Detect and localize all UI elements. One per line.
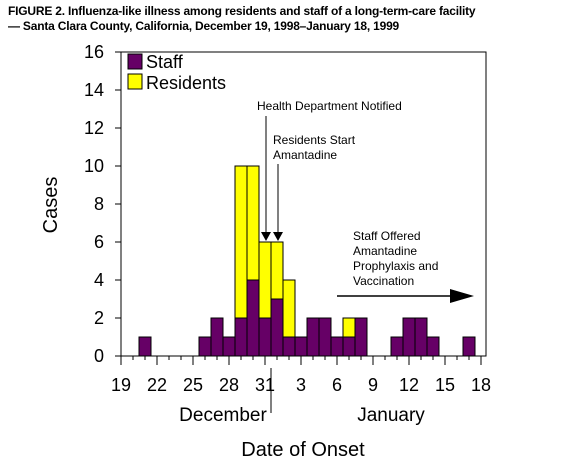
annotation-arrowhead-1 — [261, 232, 271, 241]
x-tick-label: 9 — [368, 375, 378, 395]
x-axis: 19 22 25 28 31 3 6 9 12 15 18 — [111, 356, 491, 395]
bar-staff-jan-6 — [330, 336, 344, 357]
x-tick-label: 18 — [471, 375, 491, 395]
bar-staff-dec-31 — [258, 317, 272, 357]
bar-staff-jan-4 — [306, 317, 320, 357]
x-tick-label: 12 — [399, 375, 419, 395]
y-tick-label: 4 — [94, 270, 104, 290]
bar-staff-jan-12 — [402, 317, 416, 357]
x-axis-label: Date of Onset — [241, 439, 365, 461]
x-tick-label: 15 — [435, 375, 455, 395]
bar-residents-dec-31 — [258, 241, 272, 319]
y-axis: 0 2 4 6 8 10 12 14 16 — [84, 42, 121, 366]
annotation-staff-offered-line2: Amantadine — [353, 244, 417, 258]
bar-staff-dec-30 — [246, 279, 260, 357]
annotation-arrowhead-3 — [450, 289, 474, 303]
x-tick-label: 22 — [147, 375, 167, 395]
bar-staff-jan-13 — [414, 317, 428, 357]
legend-swatch-residents — [127, 73, 143, 90]
bar-staff-dec-29 — [234, 317, 248, 357]
annotation-arrowhead-2 — [273, 232, 283, 241]
x-tick-label: 25 — [183, 375, 203, 395]
bar-staff-jan-17 — [462, 336, 476, 357]
bar-staff-dec-21 — [138, 336, 152, 357]
y-tick-label: 0 — [94, 346, 104, 366]
x-tick-label: 19 — [111, 375, 131, 395]
legend-swatch-staff — [127, 53, 143, 70]
x-tick-label: 6 — [332, 375, 342, 395]
bar-staff-jan-5 — [318, 317, 332, 357]
x-tick-label: 28 — [219, 375, 239, 395]
bar-staff-dec-26 — [198, 336, 212, 357]
y-tick-label: 2 — [94, 308, 104, 328]
plot-frame — [120, 51, 487, 357]
bars-group — [138, 165, 476, 357]
bar-residents-jan-2 — [282, 279, 296, 338]
y-tick-label: 10 — [84, 156, 104, 176]
bar-staff-jan-14 — [426, 336, 440, 357]
bar-residents-dec-29 — [234, 165, 248, 319]
y-tick-label: 6 — [94, 232, 104, 252]
y-tick-label: 12 — [84, 118, 104, 138]
x-tick-label: 3 — [296, 375, 306, 395]
bar-staff-dec-27 — [210, 317, 224, 357]
legend-label-staff: Staff — [146, 52, 184, 72]
bar-staff-jan-3 — [294, 336, 308, 357]
bar-staff-jan-8 — [354, 317, 368, 357]
annotations: Health Department Notified Residents Sta… — [257, 99, 474, 303]
bar-staff-dec-28 — [222, 336, 236, 357]
bar-residents-dec-30 — [246, 165, 260, 281]
bar-staff-jan-2 — [282, 336, 296, 357]
chart-title: FIGURE 2. Influenza-like illness among r… — [8, 4, 476, 18]
annotation-residents-start-line1: Residents Start — [273, 133, 356, 147]
y-tick-label: 14 — [84, 80, 104, 100]
annotation-staff-offered-line1: Staff Offered — [353, 229, 421, 243]
annotation-health-department-notified: Health Department Notified — [257, 99, 402, 113]
month-label-december: December — [179, 405, 267, 426]
annotation-residents-start-line2: Amantadine — [273, 148, 337, 162]
bar-staff-jan-1 — [270, 298, 284, 357]
bar-staff-jan-7 — [342, 336, 356, 357]
annotation-staff-offered-line4: Vaccination — [353, 274, 414, 288]
month-label-january: January — [357, 405, 425, 426]
chart-subtitle: — Santa Clara County, California, Decemb… — [8, 19, 400, 33]
legend-label-residents: Residents — [146, 73, 226, 93]
bar-staff-jan-11 — [390, 336, 404, 357]
bar-residents-jan-7 — [342, 317, 356, 338]
x-tick-label: 31 — [255, 375, 275, 395]
annotation-staff-offered-line3: Prophylaxis and — [353, 259, 438, 273]
legend: Staff Residents — [127, 52, 226, 93]
y-tick-label: 16 — [84, 42, 104, 62]
y-axis-label: Cases — [40, 177, 62, 234]
bar-residents-jan-1 — [270, 241, 284, 300]
y-tick-label: 8 — [94, 194, 104, 214]
